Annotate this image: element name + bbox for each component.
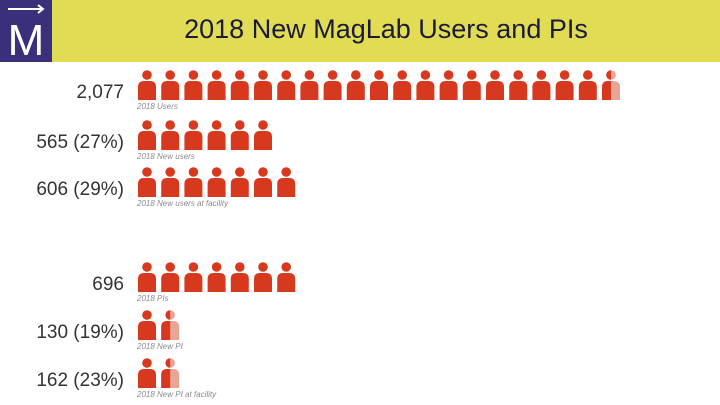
person-icon <box>277 262 296 292</box>
person-icon <box>578 70 597 100</box>
person-icon <box>254 70 272 100</box>
pictograph-row <box>138 358 180 388</box>
person-icon <box>254 262 272 292</box>
row-caption: 2018 New PI <box>137 342 183 351</box>
person-icon <box>184 167 203 197</box>
row-value-label: 130 (19%) <box>36 322 124 343</box>
person-icon <box>138 167 156 197</box>
pictograph-row <box>138 262 296 292</box>
person-icon <box>370 70 388 100</box>
person-icon <box>207 120 226 150</box>
person-icon <box>138 120 156 150</box>
person-icon <box>555 70 574 100</box>
logo-letter: M <box>8 16 45 62</box>
pictograph-row <box>138 120 272 150</box>
person-icon <box>207 167 226 197</box>
person-icon <box>138 262 156 292</box>
person-icon <box>207 262 226 292</box>
person-icon <box>393 70 412 100</box>
person-icon <box>230 262 249 292</box>
person-icon <box>509 70 528 100</box>
person-icon <box>184 120 203 150</box>
person-icon <box>439 70 458 100</box>
row-caption: 2018 PIs <box>137 294 169 303</box>
title-bar <box>52 0 720 62</box>
person-icon <box>184 70 203 100</box>
maglab-logo: M <box>0 0 52 62</box>
person-icon <box>462 70 481 100</box>
row-caption: 2018 New users <box>137 152 195 161</box>
person-icon <box>161 262 180 292</box>
person-icon <box>138 310 156 340</box>
row-value-label: 2,077 <box>76 82 124 103</box>
person-icon <box>161 120 180 150</box>
person-icon <box>207 70 226 100</box>
person-icon <box>161 310 180 340</box>
person-icon <box>230 120 249 150</box>
person-icon <box>486 70 504 100</box>
person-icon <box>184 262 203 292</box>
person-icon <box>277 167 296 197</box>
row-caption: 2018 New users at facility <box>137 199 229 208</box>
person-icon <box>346 70 365 100</box>
person-icon <box>138 358 156 388</box>
person-icon <box>254 120 272 150</box>
person-icon <box>323 70 342 100</box>
person-icon <box>254 167 272 197</box>
pictograph-row <box>138 167 296 197</box>
person-icon <box>161 167 180 197</box>
pictograph-row <box>138 70 620 100</box>
person-icon <box>138 70 156 100</box>
person-icon <box>230 70 249 100</box>
row-caption: 2018 Users <box>137 102 178 111</box>
row-value-label: 696 <box>92 274 124 295</box>
person-icon <box>230 167 249 197</box>
row-value-label: 606 (29%) <box>36 179 124 200</box>
person-icon <box>161 358 180 388</box>
row-caption: 2018 New PI at facility <box>137 390 217 399</box>
row-value-label: 565 (27%) <box>36 132 124 153</box>
person-icon <box>602 70 620 100</box>
person-icon <box>277 70 296 100</box>
person-icon <box>300 70 319 100</box>
pictograph-row <box>138 310 180 340</box>
person-icon <box>532 70 551 100</box>
page-title: 2018 New MagLab Users and PIs <box>184 14 588 44</box>
row-value-label: 162 (23%) <box>36 370 124 391</box>
person-icon <box>416 70 435 100</box>
person-icon <box>161 70 180 100</box>
